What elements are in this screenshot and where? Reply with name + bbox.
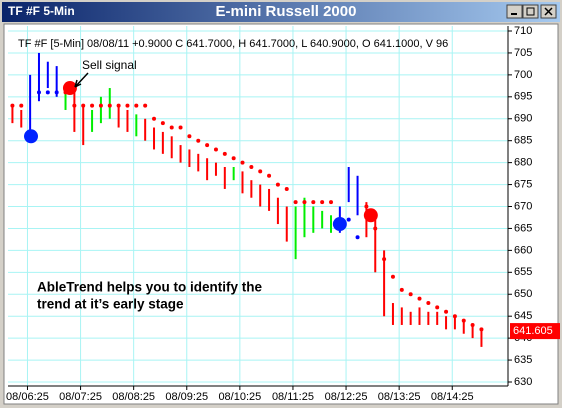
stop-dot [329, 200, 334, 205]
stop-dot [178, 125, 183, 130]
stop-dot [72, 103, 77, 108]
annotation-arrow [74, 72, 89, 88]
x-tick-label: 08/06:25 [6, 391, 49, 403]
stop-dot [311, 200, 316, 205]
y-tick-label: 655 [514, 266, 532, 278]
stop-dot [116, 103, 121, 108]
stop-dot [293, 200, 298, 205]
stop-dot [81, 103, 86, 108]
signal [24, 129, 39, 144]
signal [363, 208, 378, 223]
stop-dot [452, 314, 457, 319]
signal [332, 217, 347, 232]
stop-dot [346, 217, 351, 222]
stop-dot [54, 90, 59, 95]
stop-dot [470, 322, 475, 327]
y-tick-label: 695 [514, 91, 532, 103]
stop-dot [408, 292, 413, 297]
stop-dot [258, 169, 263, 174]
stop-dot [435, 305, 440, 310]
stop-dot [390, 274, 395, 279]
stop-dot [205, 143, 210, 148]
last-price-label: 641.605 [513, 325, 553, 337]
y-tick-label: 680 [514, 157, 532, 169]
stop-dot [90, 103, 95, 108]
x-tick-label: 08/14:25 [431, 391, 474, 403]
y-tick-label: 630 [514, 376, 532, 388]
stop-dot [382, 257, 387, 262]
stop-dot [320, 200, 325, 205]
stop-dot [240, 160, 245, 165]
y-tick-label: 675 [514, 178, 532, 190]
y-tick-label: 710 [514, 25, 532, 37]
stop-dot [302, 200, 307, 205]
y-tick-label: 685 [514, 135, 532, 147]
y-tick-label: 660 [514, 244, 532, 256]
stop-dot [213, 147, 218, 152]
stop-dot [10, 103, 15, 108]
stop-dot [444, 309, 449, 314]
stop-dot [196, 138, 201, 143]
title-bar [2, 2, 560, 22]
stop-dot [19, 103, 24, 108]
annotation: Sell signal [82, 58, 137, 72]
y-tick-label: 645 [514, 310, 532, 322]
y-tick-label: 670 [514, 200, 532, 212]
stop-dot [249, 165, 254, 170]
x-tick-label: 08/12:25 [325, 391, 368, 403]
stop-dot [417, 296, 422, 301]
x-tick-label: 08/08:25 [112, 391, 155, 403]
info-line: TF #F [5-Min] 08/08/11 +0.9000 C 641.700… [18, 38, 448, 50]
x-tick-label: 08/07:25 [59, 391, 102, 403]
annotation: AbleTrend helps you to identify the [37, 280, 263, 295]
stop-dot [479, 327, 484, 332]
stop-dot [134, 103, 139, 108]
stop-dot [125, 103, 130, 108]
stop-dot [107, 103, 112, 108]
stop-dot [373, 226, 378, 231]
window-label: TF #F 5-Min [8, 4, 75, 18]
stop-dot [98, 103, 103, 108]
chart-area [3, 23, 559, 405]
stop-dot [143, 103, 148, 108]
stop-dot [355, 235, 360, 240]
x-tick-label: 08/09:25 [165, 391, 208, 403]
y-tick-label: 635 [514, 354, 532, 366]
stop-dot [45, 90, 50, 95]
minimize-button[interactable] [506, 4, 523, 19]
signal [62, 81, 77, 96]
stop-dot [152, 116, 157, 121]
stop-dot [399, 287, 404, 292]
y-tick-label: 700 [514, 69, 532, 81]
stop-dot [426, 301, 431, 306]
y-tick-label: 705 [514, 47, 532, 59]
chart-title: E-mini Russell 2000 [216, 3, 357, 20]
y-tick-label: 690 [514, 113, 532, 125]
x-tick-label: 08/13:25 [378, 391, 421, 403]
stop-dot [275, 182, 280, 187]
stop-dot [461, 318, 466, 323]
y-tick-label: 650 [514, 288, 532, 300]
stop-dot [160, 121, 165, 126]
stop-dot [364, 204, 369, 209]
maximize-button[interactable] [522, 4, 539, 19]
last-price-box [510, 323, 560, 340]
stop-dot [187, 134, 192, 139]
window-buttons[interactable] [506, 4, 557, 19]
x-tick-label: 08/11:25 [272, 391, 314, 403]
stop-dot [267, 173, 272, 178]
annotation: trend at it’s early stage [37, 297, 184, 312]
stop-dot [169, 125, 174, 130]
stop-dot [222, 151, 227, 156]
x-tick-label: 08/10:25 [218, 391, 261, 403]
y-tick-label: 665 [514, 222, 532, 234]
stop-dot [284, 186, 289, 191]
stop-dot [231, 156, 236, 161]
stop-dot [36, 90, 41, 95]
